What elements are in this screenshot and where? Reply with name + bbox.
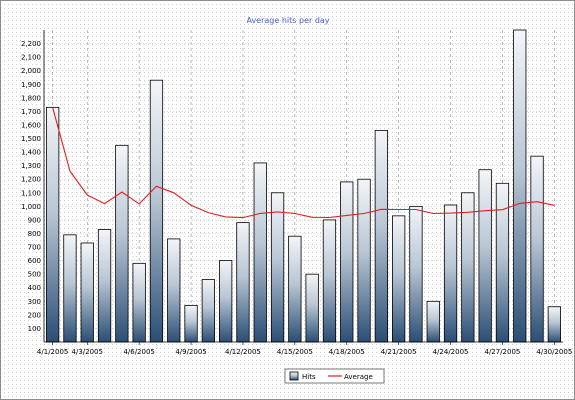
bar-hits bbox=[219, 260, 233, 343]
x-tick-label: 4/6/2005 bbox=[123, 348, 154, 356]
y-tick-label: 1,700 bbox=[21, 108, 41, 116]
bar-hits bbox=[374, 129, 388, 343]
bar-hits bbox=[80, 242, 94, 343]
y-tick-label: 1,500 bbox=[21, 135, 41, 143]
bar-hits bbox=[340, 181, 354, 343]
bar-hits bbox=[46, 106, 60, 343]
y-tick-label: 100 bbox=[28, 325, 41, 333]
x-tick-label: 4/30/2005 bbox=[536, 348, 572, 356]
bar-hits bbox=[357, 178, 371, 343]
bar-hits bbox=[392, 215, 406, 343]
y-tick-label: 1,900 bbox=[21, 81, 41, 89]
x-tick-label: 4/21/2005 bbox=[381, 348, 417, 356]
y-tick-label: 2,200 bbox=[21, 40, 41, 48]
bar-hits bbox=[149, 79, 164, 343]
x-tick-label: 4/27/2005 bbox=[484, 348, 520, 356]
y-tick-label: 1,000 bbox=[21, 203, 41, 211]
x-tick-label: 4/24/2005 bbox=[433, 348, 469, 356]
bar-hits bbox=[253, 162, 267, 343]
y-tick-label: 900 bbox=[28, 216, 41, 224]
x-tick-label: 4/18/2005 bbox=[329, 348, 365, 356]
x-tick-label: 4/9/2005 bbox=[175, 348, 206, 356]
bar-hits bbox=[478, 169, 492, 343]
bar-hits bbox=[426, 300, 440, 343]
legend-hits-label: Hits bbox=[302, 373, 316, 381]
bar-hits bbox=[184, 304, 198, 343]
bar-hits bbox=[305, 273, 319, 343]
x-tick-label: 4/3/2005 bbox=[72, 348, 103, 356]
chart-title: Average hits per day bbox=[246, 16, 329, 25]
y-tick-label: 800 bbox=[28, 230, 41, 238]
y-tick-label: 1,300 bbox=[21, 162, 41, 170]
bar-hits bbox=[236, 222, 250, 343]
y-tick-label: 500 bbox=[28, 271, 41, 279]
bar-hits bbox=[97, 229, 112, 343]
y-tick-label: 1,100 bbox=[21, 189, 41, 197]
x-tick-label: 4/1/2005 bbox=[37, 348, 68, 356]
bar-hits bbox=[443, 204, 458, 343]
y-tick-label: 1,600 bbox=[21, 121, 41, 129]
x-tick-label: 4/12/2005 bbox=[225, 348, 261, 356]
bar-hits bbox=[409, 205, 423, 343]
bar-hits bbox=[63, 234, 77, 343]
y-tick-label: 2,000 bbox=[21, 67, 41, 75]
bar-hits bbox=[115, 144, 129, 343]
plot-dot-grid bbox=[44, 30, 563, 342]
bar-hits bbox=[132, 262, 146, 343]
bar-hits bbox=[322, 219, 337, 343]
legend: Hits Average bbox=[284, 368, 385, 384]
y-tick-label: 2,100 bbox=[21, 54, 41, 62]
bar-hits bbox=[513, 29, 527, 343]
legend-hits-swatch bbox=[289, 371, 299, 381]
y-tick-label: 200 bbox=[28, 311, 41, 319]
legend-average-label: Average bbox=[344, 373, 373, 381]
bar-hits bbox=[547, 306, 561, 343]
bar-hits bbox=[201, 279, 215, 343]
bar-hits bbox=[288, 235, 302, 343]
average-line bbox=[52, 107, 555, 219]
bar-hits bbox=[167, 238, 181, 343]
y-tick-label: 1,800 bbox=[21, 94, 41, 102]
y-tick-label: 1,200 bbox=[21, 176, 41, 184]
bar-hits bbox=[461, 192, 475, 343]
bar-hits bbox=[495, 182, 510, 343]
y-tick-label: 300 bbox=[28, 298, 41, 306]
x-tick-label: 4/15/2005 bbox=[277, 348, 313, 356]
y-tick-label: 700 bbox=[28, 244, 41, 252]
y-tick-label: 400 bbox=[28, 284, 41, 292]
plot-area: 100 200 300 400 500 600 700 800 900 1,000 1,100 1,2… bbox=[21, 29, 572, 356]
y-tick-label: 600 bbox=[28, 257, 41, 265]
bar-hits bbox=[270, 192, 285, 343]
y-tick-label: 1,400 bbox=[21, 149, 41, 157]
bar-hits bbox=[530, 155, 544, 343]
